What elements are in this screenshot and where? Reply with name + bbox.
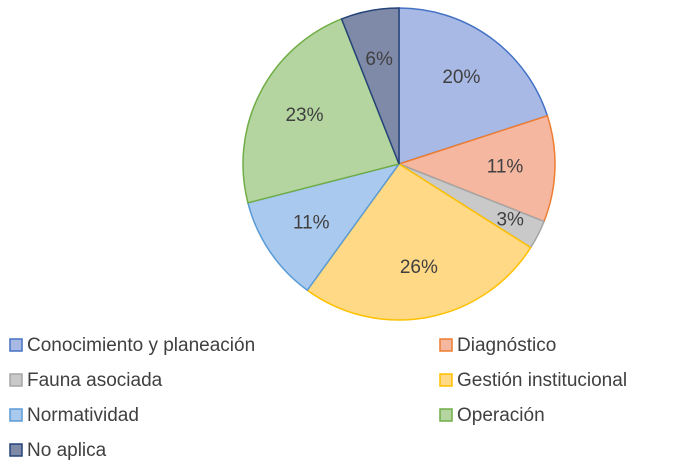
legend-swatch xyxy=(9,373,23,387)
pie-slice xyxy=(246,162,401,292)
legend-label: Gestión institucional xyxy=(457,370,627,391)
legend-swatch xyxy=(9,443,23,457)
pie-slice xyxy=(340,7,400,165)
legend-label: Diagnóstico xyxy=(457,335,556,356)
legend-swatch xyxy=(439,373,453,387)
data-label: 26% xyxy=(400,257,438,278)
data-label: 11% xyxy=(293,213,330,234)
legend-label: Operación xyxy=(457,405,545,426)
pie-slice xyxy=(242,17,401,204)
legend-label: Fauna asociada xyxy=(27,370,163,391)
data-label: 20% xyxy=(442,67,480,88)
legend-label: No aplica xyxy=(27,440,107,461)
legend-swatch xyxy=(9,338,23,352)
pie-slice xyxy=(306,162,532,321)
data-label: 6% xyxy=(365,49,393,70)
legend-label: Conocimiento y planeación xyxy=(27,335,255,356)
data-label: 3% xyxy=(496,210,524,231)
legend-swatch xyxy=(439,408,453,422)
data-label: 11% xyxy=(487,156,524,177)
pie-slice xyxy=(398,7,549,166)
legend-label: Normatividad xyxy=(27,405,139,426)
legend-swatch xyxy=(439,338,453,352)
pie-slice xyxy=(396,114,556,223)
legend-swatch xyxy=(9,408,23,422)
data-label: 23% xyxy=(285,105,323,126)
